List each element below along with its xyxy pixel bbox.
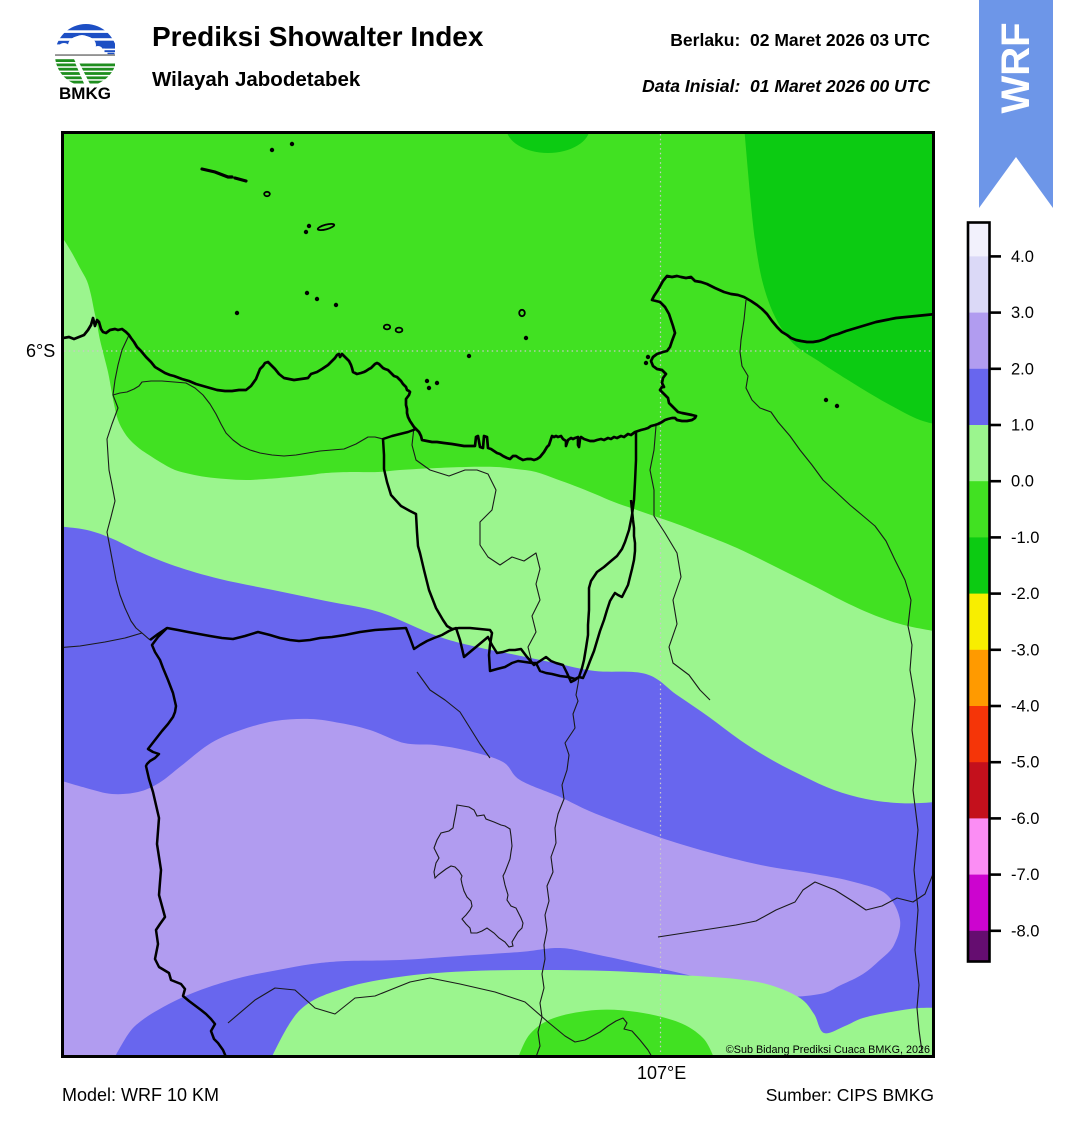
svg-text:0.0: 0.0 [1011, 473, 1034, 491]
svg-text:WRF: WRF [994, 22, 1038, 113]
svg-text:-5.0: -5.0 [1011, 754, 1039, 772]
svg-text:©Sub Bidang Prediksi Cuaca BMK: ©Sub Bidang Prediksi Cuaca BMKG, 2026 [726, 1044, 930, 1056]
svg-text:-8.0: -8.0 [1011, 922, 1039, 940]
svg-text:3.0: 3.0 [1011, 304, 1034, 322]
svg-text:-7.0: -7.0 [1011, 866, 1039, 884]
svg-text:-4.0: -4.0 [1011, 698, 1039, 716]
svg-text:-3.0: -3.0 [1011, 641, 1039, 659]
svg-text:1.0: 1.0 [1011, 417, 1034, 435]
svg-text:-1.0: -1.0 [1011, 529, 1039, 547]
svg-text:2.0: 2.0 [1011, 360, 1034, 378]
svg-text:-2.0: -2.0 [1011, 585, 1039, 603]
svg-text:-6.0: -6.0 [1011, 810, 1039, 828]
svg-text:4.0: 4.0 [1011, 248, 1034, 266]
